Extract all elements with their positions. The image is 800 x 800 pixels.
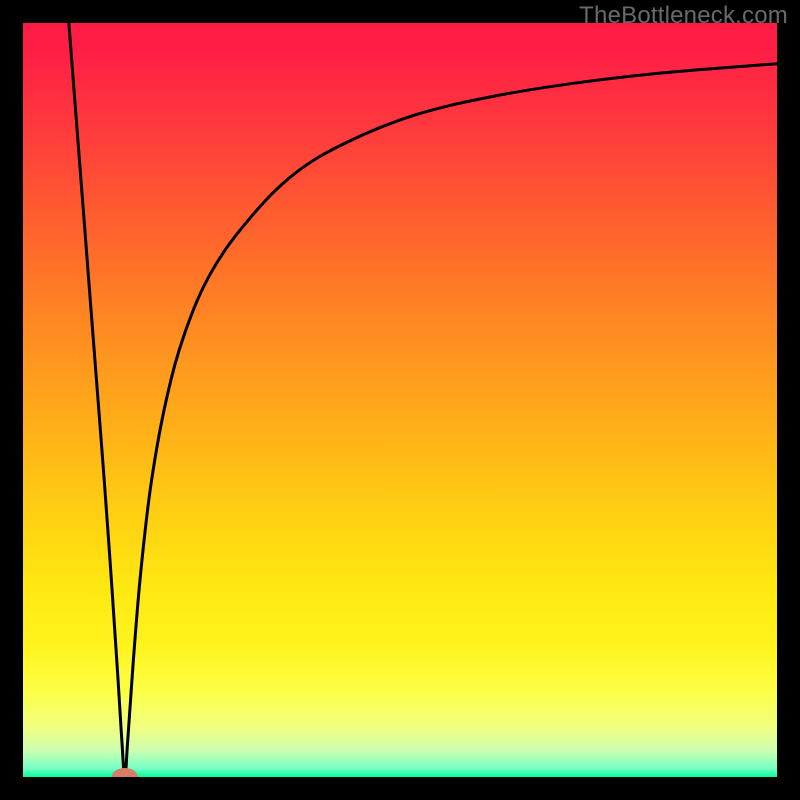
watermark-text: TheBottleneck.com	[579, 2, 788, 30]
plot-frame	[23, 23, 777, 777]
gradient-background	[23, 23, 777, 777]
bottleneck-curve-chart	[23, 23, 777, 777]
